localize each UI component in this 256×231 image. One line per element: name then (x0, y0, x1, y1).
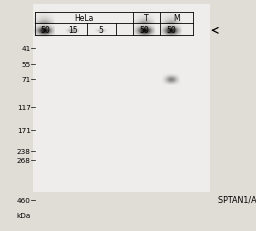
Text: T: T (144, 14, 149, 23)
Text: 50: 50 (40, 26, 50, 34)
Text: 15: 15 (68, 26, 78, 34)
Text: 268: 268 (17, 158, 31, 164)
Text: HeLa: HeLa (74, 14, 93, 23)
Text: M: M (173, 14, 180, 23)
Text: 50: 50 (140, 26, 150, 34)
Text: SPTAN1/Alpha II-Spectrin: SPTAN1/Alpha II-Spectrin (218, 195, 256, 204)
Text: 55: 55 (22, 62, 31, 68)
Text: kDa: kDa (16, 212, 31, 218)
Text: 5: 5 (99, 26, 104, 34)
Text: 50: 50 (167, 26, 176, 34)
Text: 117: 117 (17, 104, 31, 110)
Text: 71: 71 (22, 77, 31, 83)
Text: 171: 171 (17, 128, 31, 134)
Text: 41: 41 (22, 46, 31, 52)
Text: 238: 238 (17, 148, 31, 154)
Text: 460: 460 (17, 197, 31, 203)
